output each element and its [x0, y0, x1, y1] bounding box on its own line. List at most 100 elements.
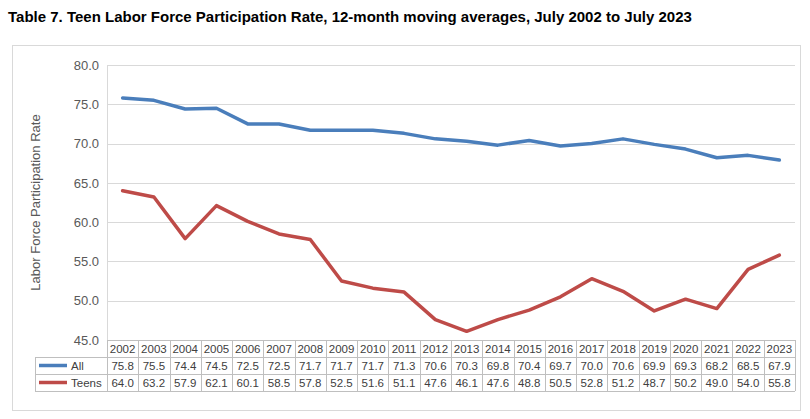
- y-tick-label: 45.0: [74, 333, 99, 348]
- y-tick: 70.0: [74, 136, 107, 151]
- table-rule: [514, 340, 515, 391]
- table-rule: [35, 357, 795, 358]
- series-line: [123, 191, 780, 332]
- table-rule: [420, 340, 421, 391]
- data-label: 74.5: [205, 360, 227, 372]
- data-label: 68.2: [706, 360, 728, 372]
- data-label: 46.1: [455, 377, 477, 389]
- data-label: 47.6: [424, 377, 446, 389]
- table-rule: [357, 340, 358, 391]
- data-label: 47.6: [487, 377, 509, 389]
- table-rule: [576, 340, 577, 391]
- legend-key: [39, 381, 67, 385]
- table-rule: [232, 340, 233, 391]
- y-tick: 55.0: [74, 254, 107, 269]
- plot-area: [123, 98, 780, 331]
- table-rule: [107, 340, 108, 391]
- grid-line: [107, 183, 795, 184]
- table-rule: [482, 340, 483, 391]
- table-rule: [545, 340, 546, 391]
- table-rule: [201, 340, 202, 391]
- table-rule: [35, 374, 795, 375]
- grid-line: [107, 65, 795, 66]
- x-tick-label: 2008: [297, 343, 323, 355]
- y-tick: 60.0: [74, 215, 107, 230]
- data-label: 71.7: [299, 360, 321, 372]
- data-label: 64.0: [111, 377, 133, 389]
- legend-label: All: [71, 360, 84, 372]
- chart-frame: [13, 46, 801, 411]
- data-label: 70.0: [581, 360, 603, 372]
- y-tick-label: 70.0: [74, 136, 99, 151]
- x-tick-label: 2010: [360, 343, 386, 355]
- legend-label: Teens: [71, 377, 102, 389]
- data-label: 57.9: [174, 377, 196, 389]
- data-label: 63.2: [143, 377, 165, 389]
- table-rule: [451, 340, 452, 391]
- data-label: 48.8: [518, 377, 540, 389]
- y-tick-label: 55.0: [74, 254, 99, 269]
- x-tick-label: 2004: [172, 343, 198, 355]
- table-rule: [764, 340, 765, 391]
- data-label: 55.8: [768, 377, 790, 389]
- x-tick-label: 2017: [579, 343, 605, 355]
- data-label: 49.0: [706, 377, 728, 389]
- data-table: 2002200320042005200620072008200920102011…: [35, 340, 796, 392]
- y-tick-label: 75.0: [74, 97, 99, 112]
- x-tick-label: 2012: [423, 343, 449, 355]
- title: Table 7. Teen Labor Force Participation …: [8, 8, 692, 25]
- x-tick-label: 2003: [141, 343, 167, 355]
- data-label: 75.5: [143, 360, 165, 372]
- x-tick-label: 2016: [548, 343, 574, 355]
- data-label: 75.8: [111, 360, 133, 372]
- data-label: 54.0: [737, 377, 759, 389]
- x-tick-label: 2023: [767, 343, 793, 355]
- data-label: 52.8: [581, 377, 603, 389]
- data-label: 67.9: [768, 360, 790, 372]
- x-tick-label: 2013: [454, 343, 480, 355]
- data-label: 69.7: [549, 360, 571, 372]
- data-label: 70.6: [612, 360, 634, 372]
- y-tick: 65.0: [74, 176, 107, 191]
- data-label: 72.5: [237, 360, 259, 372]
- data-label: 74.4: [174, 360, 197, 372]
- data-label: 70.4: [518, 360, 541, 372]
- data-label: 70.6: [424, 360, 446, 372]
- x-tick-label: 2020: [673, 343, 699, 355]
- table-rule: [388, 340, 389, 391]
- data-label: 71.7: [330, 360, 352, 372]
- table-rule: [670, 340, 671, 391]
- y-tick-label: 50.0: [74, 293, 99, 308]
- data-label: 57.8: [299, 377, 321, 389]
- chart: Table 7. Teen Labor Force Participation …: [0, 0, 810, 419]
- data-label: 51.6: [362, 377, 384, 389]
- legend-key: [39, 364, 67, 368]
- y-axis-line: [107, 66, 108, 341]
- y-tick-label: 60.0: [74, 215, 99, 230]
- data-label: 52.5: [330, 377, 352, 389]
- x-tick-label: 2019: [641, 343, 667, 355]
- table-rule: [295, 340, 296, 391]
- data-label: 69.3: [674, 360, 696, 372]
- data-label: 48.7: [643, 377, 665, 389]
- data-label: 68.5: [737, 360, 759, 372]
- y-tick-label: 65.0: [74, 176, 99, 191]
- data-label: 72.5: [268, 360, 290, 372]
- table-rule: [263, 340, 264, 391]
- data-label: 70.3: [455, 360, 477, 372]
- grid-line: [107, 222, 795, 223]
- x-tick-label: 2018: [610, 343, 636, 355]
- grid: [107, 66, 795, 341]
- x-tick-label: 2005: [204, 343, 230, 355]
- x-tick-label: 2002: [110, 343, 136, 355]
- x-tick-label: 2022: [735, 343, 761, 355]
- x-tick-label: 2006: [235, 343, 261, 355]
- x-tick-label: 2009: [329, 343, 355, 355]
- table-rule: [35, 357, 36, 391]
- data-label: 69.8: [487, 360, 509, 372]
- y-tick: 50.0: [74, 293, 107, 308]
- data-label: 60.1: [237, 377, 259, 389]
- table-rule: [795, 340, 796, 391]
- x-tick-label: 2007: [266, 343, 292, 355]
- table-rule: [639, 340, 640, 391]
